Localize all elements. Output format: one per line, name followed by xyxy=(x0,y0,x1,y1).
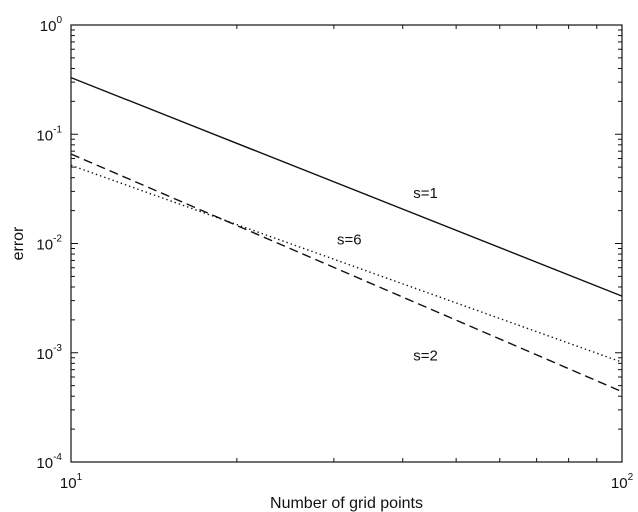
x-tick-label: 101 xyxy=(60,472,83,492)
tick-exponent: 2 xyxy=(628,472,634,483)
y-tick-label: 100 xyxy=(40,15,63,35)
tick-exponent: -1 xyxy=(53,124,62,135)
tick-base: 10 xyxy=(36,237,53,254)
y-tick-label: 10-1 xyxy=(36,124,62,144)
tick-exponent: 1 xyxy=(77,472,83,483)
y-tick-label: 10-2 xyxy=(36,234,62,254)
tick-base: 10 xyxy=(36,127,53,144)
tick-exponent: 0 xyxy=(56,15,62,26)
y-axis-label: error xyxy=(10,226,27,260)
tick-base: 10 xyxy=(36,455,53,472)
series-line-s1 xyxy=(70,76,623,297)
x-axis-label: Number of grid points xyxy=(270,495,423,512)
y-tick-label: 10-4 xyxy=(36,452,62,472)
tick-base: 10 xyxy=(40,18,57,35)
tick-exponent: -2 xyxy=(53,234,62,245)
x-tick-label: 102 xyxy=(611,472,634,492)
series-line-s6 xyxy=(70,164,623,363)
tick-base: 10 xyxy=(36,346,53,363)
series-label: s=1 xyxy=(413,185,438,202)
series-line-s2 xyxy=(70,153,623,393)
tick-base: 10 xyxy=(60,475,77,492)
series-label: s=2 xyxy=(413,347,438,364)
series-label: s=6 xyxy=(337,231,362,248)
y-tick-label: 10-3 xyxy=(36,343,62,363)
tick-exponent: -4 xyxy=(53,452,62,463)
chart-marks: s=1 s=6 s=2 xyxy=(70,76,623,393)
tick-exponent: -3 xyxy=(53,343,62,354)
tick-base: 10 xyxy=(611,475,628,492)
